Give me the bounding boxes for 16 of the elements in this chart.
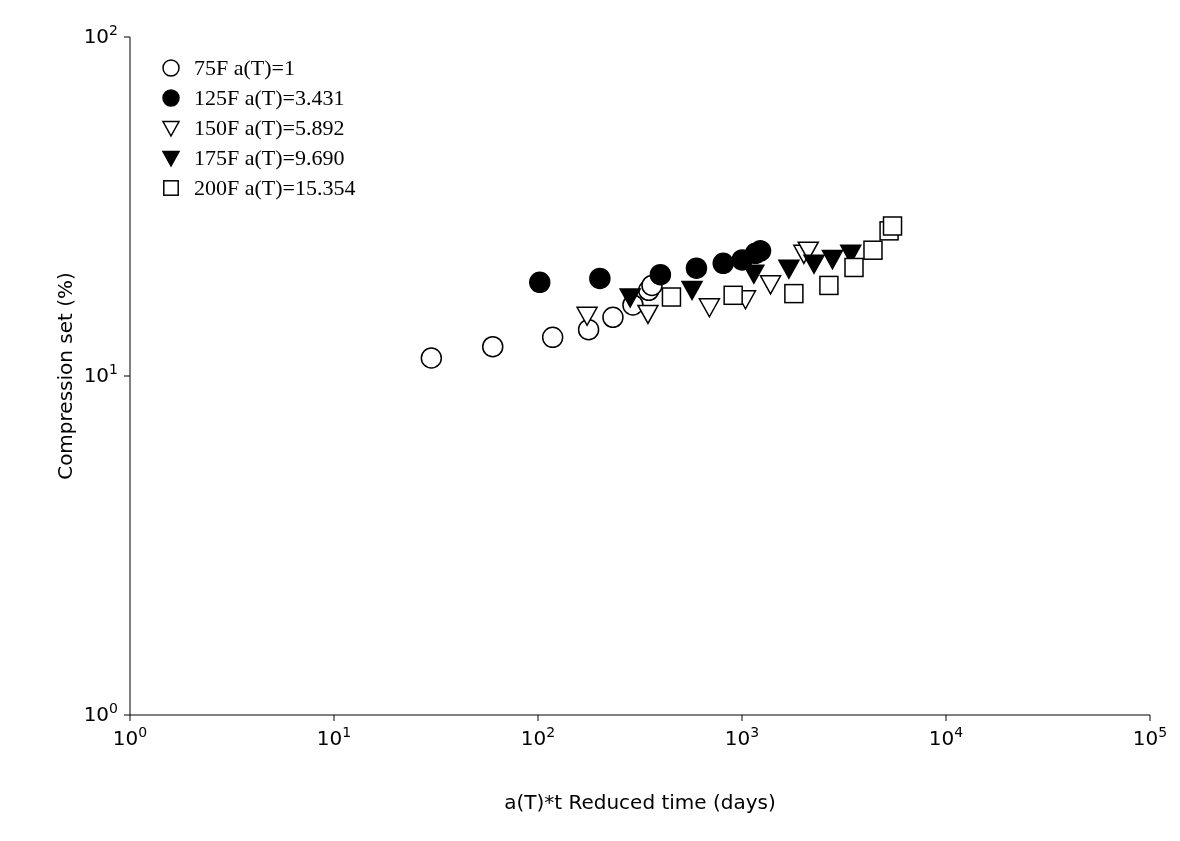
legend-label: 175F a(T)=9.690 <box>194 145 345 171</box>
x-tick-label: 10$^{5}$ <box>1132 724 1168 750</box>
y-axis-title: Compression set (%) <box>53 272 78 480</box>
legend-label: 150F a(T)=5.892 <box>194 115 345 141</box>
x-tick-label: 10$^{4}$ <box>928 724 964 750</box>
x-tick-label: 10$^{0}$ <box>112 724 148 750</box>
x-axis-title: a(T)*t Reduced time (days) <box>504 790 776 815</box>
legend-label: 75F a(T)=1 <box>194 55 295 81</box>
y-tick-label: 10$^{1}$ <box>83 361 118 387</box>
y-tick-label: 10$^{0}$ <box>83 700 118 726</box>
y-tick-label: 10$^{2}$ <box>83 22 118 48</box>
x-tick-label: 10$^{2}$ <box>520 724 556 750</box>
x-tick-label: 10$^{1}$ <box>316 724 352 750</box>
legend-label: 125F a(T)=3.431 <box>194 85 345 111</box>
x-tick-label: 10$^{3}$ <box>724 724 760 750</box>
legend-label: 200F a(T)=15.354 <box>194 175 356 201</box>
